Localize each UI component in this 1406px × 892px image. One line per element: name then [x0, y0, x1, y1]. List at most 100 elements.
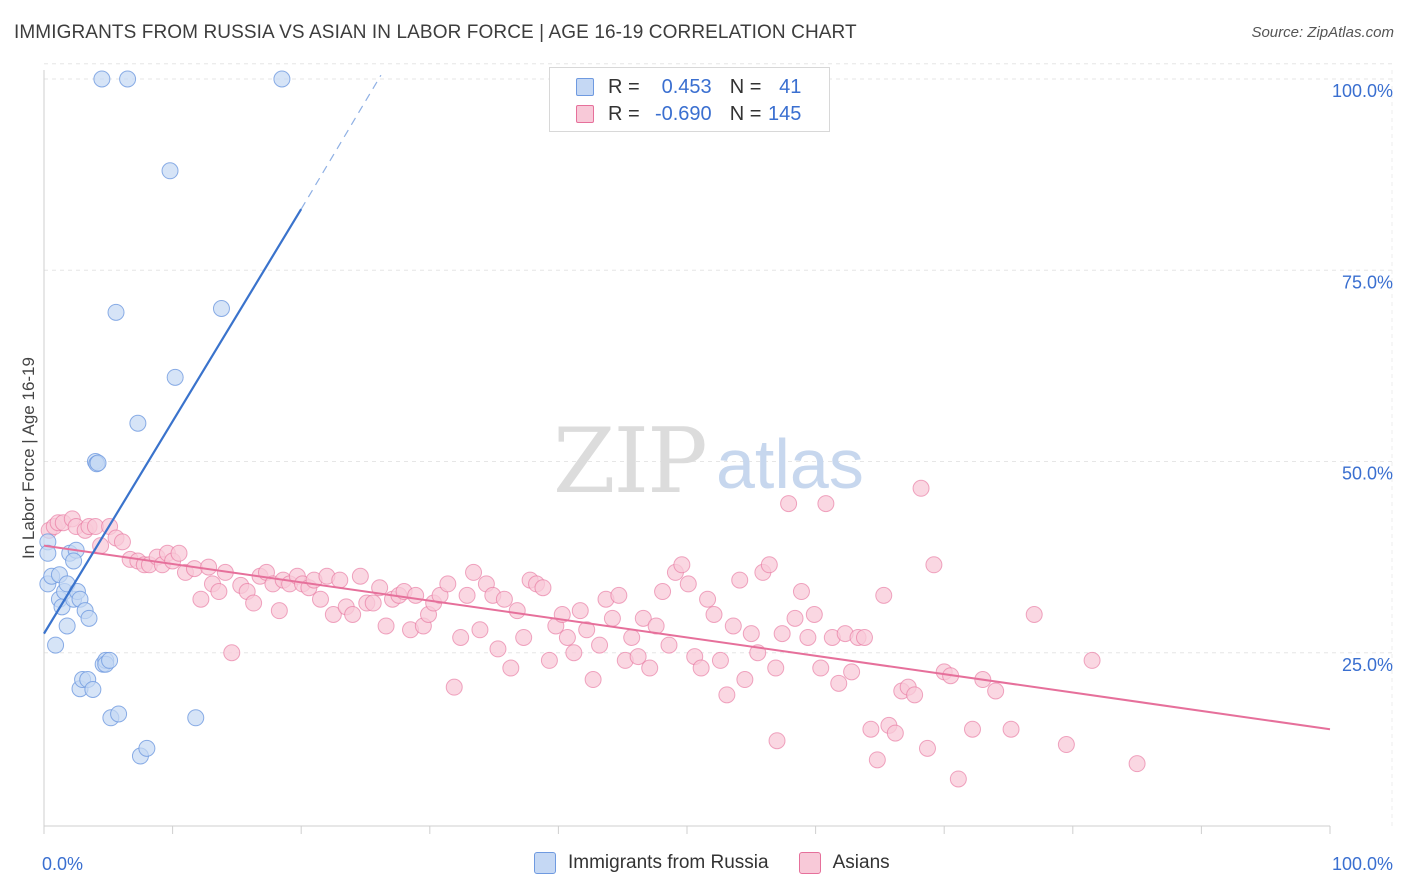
russia-point — [119, 70, 137, 88]
asian-point — [439, 575, 457, 593]
russia-point — [93, 70, 111, 88]
asian-point — [471, 621, 489, 639]
asian-point — [311, 590, 329, 608]
asian-swatch — [576, 105, 594, 123]
asian-point — [465, 563, 483, 581]
russia-point — [84, 680, 102, 698]
russia-point — [129, 414, 147, 432]
asian-point — [886, 724, 904, 742]
asian-point — [113, 533, 131, 551]
asian-point — [654, 583, 672, 601]
russia-legend-label: Immigrants from Russia — [568, 852, 769, 873]
russia-point — [187, 709, 205, 727]
asian-point — [912, 479, 930, 497]
asian-point — [817, 495, 835, 513]
asian-point — [855, 628, 873, 646]
asian-point — [407, 586, 425, 604]
asian-point — [351, 567, 369, 585]
y-axis-label: In Labor Force | Age 16-19 — [19, 357, 38, 559]
asian-point — [1128, 755, 1146, 773]
asian-point — [508, 602, 526, 620]
asian-point — [830, 674, 848, 692]
asian-point — [1025, 606, 1043, 623]
y-tick-label-0: 25.0% — [1342, 655, 1393, 675]
y-tick-labels: 25.0% 50.0% 75.0% 100.0% — [1332, 81, 1393, 675]
chart-title: IMMIGRANTS FROM RUSSIA VS ASIAN IN LABOR… — [14, 22, 857, 43]
russia-point — [166, 368, 184, 386]
asian-point — [742, 625, 760, 643]
legend-row-asian: R = -0.690 N = 145 — [576, 102, 801, 126]
x-tick-label-end: 100.0% — [1332, 854, 1393, 874]
trend-lines — [43, 74, 1331, 731]
russia-trend-line — [43, 208, 303, 635]
asian-point — [629, 648, 647, 666]
asian-point — [786, 609, 804, 627]
russia-legend-swatch — [534, 852, 556, 874]
asian-point — [86, 518, 104, 536]
asian-point — [718, 686, 736, 704]
legend-item-asians[interactable]: Asians — [798, 852, 890, 874]
asian-point — [502, 659, 520, 677]
russia-trend-extension — [300, 74, 382, 210]
asian-point — [515, 628, 533, 646]
y-tick-label-2: 75.0% — [1342, 272, 1393, 292]
watermark-zip: ZIP — [553, 409, 706, 514]
asian-point — [918, 739, 936, 757]
asian-point — [610, 586, 628, 604]
source-label: Source: ZipAtlas.com — [1251, 24, 1394, 41]
asian-point — [324, 606, 342, 623]
n-value: 41 — [779, 75, 802, 98]
russia-point — [107, 303, 125, 321]
asian-point — [705, 606, 723, 623]
asian-points — [40, 479, 1146, 788]
asian-point — [792, 583, 810, 601]
asian-point — [987, 682, 1005, 700]
asian-point — [673, 556, 691, 574]
asian-point — [245, 594, 263, 612]
asian-point — [692, 659, 710, 677]
russia-point — [47, 636, 65, 654]
russia-point — [161, 162, 179, 180]
n-label: N = — [729, 75, 762, 98]
asian-point — [1057, 736, 1075, 754]
y-tick-label-1: 50.0% — [1342, 464, 1393, 484]
asian-point — [1002, 720, 1020, 738]
asian-point — [452, 628, 470, 646]
asian-point — [534, 579, 552, 597]
asian-point — [660, 636, 678, 654]
asian-point — [767, 659, 785, 677]
asian-point — [377, 617, 395, 635]
asian-point — [223, 644, 241, 662]
asian-point — [773, 625, 791, 643]
asian-point — [862, 720, 880, 738]
asian-point — [571, 602, 589, 620]
asian-point — [445, 678, 463, 696]
asian-point — [736, 671, 754, 689]
russia-point — [110, 705, 128, 723]
asian-point — [210, 583, 228, 601]
axes — [43, 70, 1331, 834]
asian-point — [925, 556, 943, 574]
russia-point — [65, 552, 83, 570]
asian-point — [344, 606, 362, 623]
asian-point — [799, 628, 817, 646]
legend-item-russia[interactable]: Immigrants from Russia — [534, 852, 769, 874]
asian-point — [200, 558, 218, 576]
asian-point — [371, 579, 389, 597]
asian-point — [565, 644, 583, 662]
asian-point — [623, 628, 641, 646]
asian-point — [711, 651, 729, 669]
asian-point — [578, 621, 596, 639]
asian-point — [868, 751, 886, 769]
asian-point — [540, 651, 558, 669]
asian-trend-line — [43, 544, 1331, 731]
r-value: -0.690 — [654, 102, 712, 125]
n-value: 145 — [768, 102, 802, 125]
asian-point — [699, 590, 717, 608]
russia-point — [80, 609, 98, 627]
x-tick-labels: 0.0% 100.0% — [42, 854, 1393, 874]
asian-point — [760, 556, 778, 574]
asian-point — [634, 609, 652, 627]
russia-point — [58, 617, 76, 635]
series-legend: Immigrants from Russia Asians — [534, 852, 920, 874]
